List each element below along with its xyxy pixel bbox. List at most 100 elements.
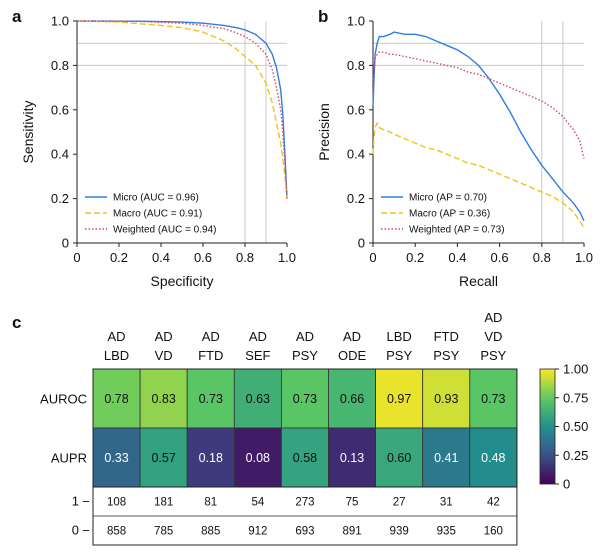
heatmap-cell	[375, 368, 424, 429]
column-header-line: AD	[484, 310, 502, 325]
roc-panel: 0 0.2 0.4 0.6 0.8 1.0 0 0.2 0.4 0.6 0.8 1.0 Specific…	[20, 14, 296, 290]
cell-value-label: 0.33	[104, 451, 128, 465]
y-tick-label: 0.6	[51, 102, 69, 117]
cell-value-label: 0.73	[481, 392, 505, 406]
count-value: 54	[251, 497, 264, 509]
cell-value-label: 0.08	[246, 451, 270, 465]
panel-letter-b: b	[318, 7, 328, 26]
column-header-line: AD	[296, 329, 314, 344]
series-line	[372, 31, 585, 222]
heatmap-cell	[469, 368, 518, 429]
colorbar-tick-label: 0	[563, 477, 570, 492]
series-line	[76, 20, 288, 199]
x-tick-label: 1.0	[575, 250, 593, 265]
count-value: 160	[484, 526, 503, 538]
colorbar-tick-label: 0.50	[563, 419, 588, 434]
count-value: 81	[204, 497, 217, 509]
column-header-line: LBD	[104, 348, 129, 363]
colorbar	[539, 368, 556, 485]
x-tick-label: 0.4	[448, 250, 466, 265]
colorbar-tick-label: 0.75	[563, 390, 588, 405]
heatmap-cell	[92, 427, 141, 488]
y-tick-label: 0.4	[51, 147, 69, 162]
legend-label: Micro (AUC = 0.96)	[113, 193, 199, 204]
column-header-line: AD	[202, 329, 220, 344]
y-tick-label: 0	[62, 236, 69, 251]
count-value: 858	[107, 526, 126, 538]
y-tick-label: 0	[358, 236, 365, 251]
y-tick-label: 0.8	[347, 58, 365, 73]
legend-label: Weighted (AP = 0.73)	[409, 225, 505, 236]
y-tick-label: 0.2	[51, 191, 69, 206]
panel-letter-c: c	[12, 313, 21, 332]
cell-value-label: 0.57	[151, 451, 175, 465]
column-header-line: PSY	[433, 348, 459, 363]
y-tick-label: 1.0	[347, 14, 365, 29]
y-tick-label: 0.2	[347, 191, 365, 206]
column-header-line: FTD	[198, 348, 223, 363]
count-value: 935	[437, 526, 456, 538]
count-value: 108	[107, 497, 126, 509]
series-line	[372, 51, 585, 159]
column-header-line: VD	[484, 329, 502, 344]
x-tick-label: 0.2	[110, 250, 128, 265]
count-value: 273	[295, 497, 314, 509]
x-axis-label: Recall	[459, 273, 498, 289]
column-header-line: AD	[108, 329, 126, 344]
heatmap-cell	[139, 427, 188, 488]
x-tick-label: 0	[73, 250, 80, 265]
count-row-label: 0	[72, 523, 79, 538]
cell-value-label: 0.97	[387, 392, 411, 406]
x-tick-label: 0.8	[533, 250, 551, 265]
cell-value-label: 0.93	[434, 392, 458, 406]
heatmap-cell	[280, 368, 329, 429]
cell-value-label: 0.73	[199, 392, 223, 406]
count-value: 42	[487, 497, 500, 509]
heatmap-panel: AD LBD AD VD AD FTD AD SEF AD PSY AD ODE LBD PSY FTD PS…	[40, 310, 588, 546]
legend-label: Micro (AP = 0.70)	[409, 193, 487, 204]
count-row-label: 1	[72, 494, 79, 509]
cell-value-label: 0.13	[340, 451, 364, 465]
column-header-line: SEF	[245, 348, 270, 363]
count-value: 181	[154, 497, 173, 509]
x-tick-label: 0.4	[152, 250, 170, 265]
column-header-line: AD	[343, 329, 361, 344]
legend-label: Macro (AUC = 0.91)	[113, 209, 202, 220]
series-line	[76, 20, 288, 199]
series-line	[372, 121, 585, 228]
panel-letter-a: a	[12, 7, 22, 26]
heatmap-cell	[422, 427, 471, 488]
x-tick-label: 0.6	[194, 250, 212, 265]
cell-value-label: 0.48	[481, 451, 505, 465]
legend-label: Weighted (AUC = 0.94)	[113, 225, 216, 236]
cell-value-label: 0.58	[293, 451, 317, 465]
y-tick-label: 1.0	[51, 14, 69, 29]
cell-value-label: 0.83	[151, 392, 175, 406]
heatmap-cell	[328, 368, 376, 429]
column-header-line: ODE	[338, 348, 367, 363]
count-value: 27	[393, 497, 406, 509]
cell-value-label: 0.60	[387, 451, 411, 465]
heatmap-cell	[328, 427, 376, 488]
cell-value-label: 0.73	[293, 392, 317, 406]
row-label: AUPR	[51, 451, 87, 466]
heatmap-cell	[280, 427, 329, 488]
count-value: 31	[440, 497, 453, 509]
x-axis-label: Specificity	[150, 273, 213, 289]
x-tick-label: 0.8	[236, 250, 254, 265]
x-tick-label: 0.6	[491, 250, 509, 265]
count-value: 939	[390, 526, 409, 538]
heatmap-cell	[469, 427, 518, 488]
heatmap-cell	[422, 368, 471, 429]
y-tick-label: 0.6	[347, 102, 365, 117]
cell-value-label: 0.41	[434, 451, 458, 465]
column-header-line: AD	[155, 329, 173, 344]
row-label: AUROC	[40, 392, 87, 407]
heatmap-cell	[139, 368, 188, 429]
count-value: 693	[295, 526, 314, 538]
column-header-line: PSY	[480, 348, 506, 363]
count-value: 785	[154, 526, 173, 538]
column-header-line: LBD	[387, 329, 412, 344]
cell-value-label: 0.66	[340, 392, 364, 406]
